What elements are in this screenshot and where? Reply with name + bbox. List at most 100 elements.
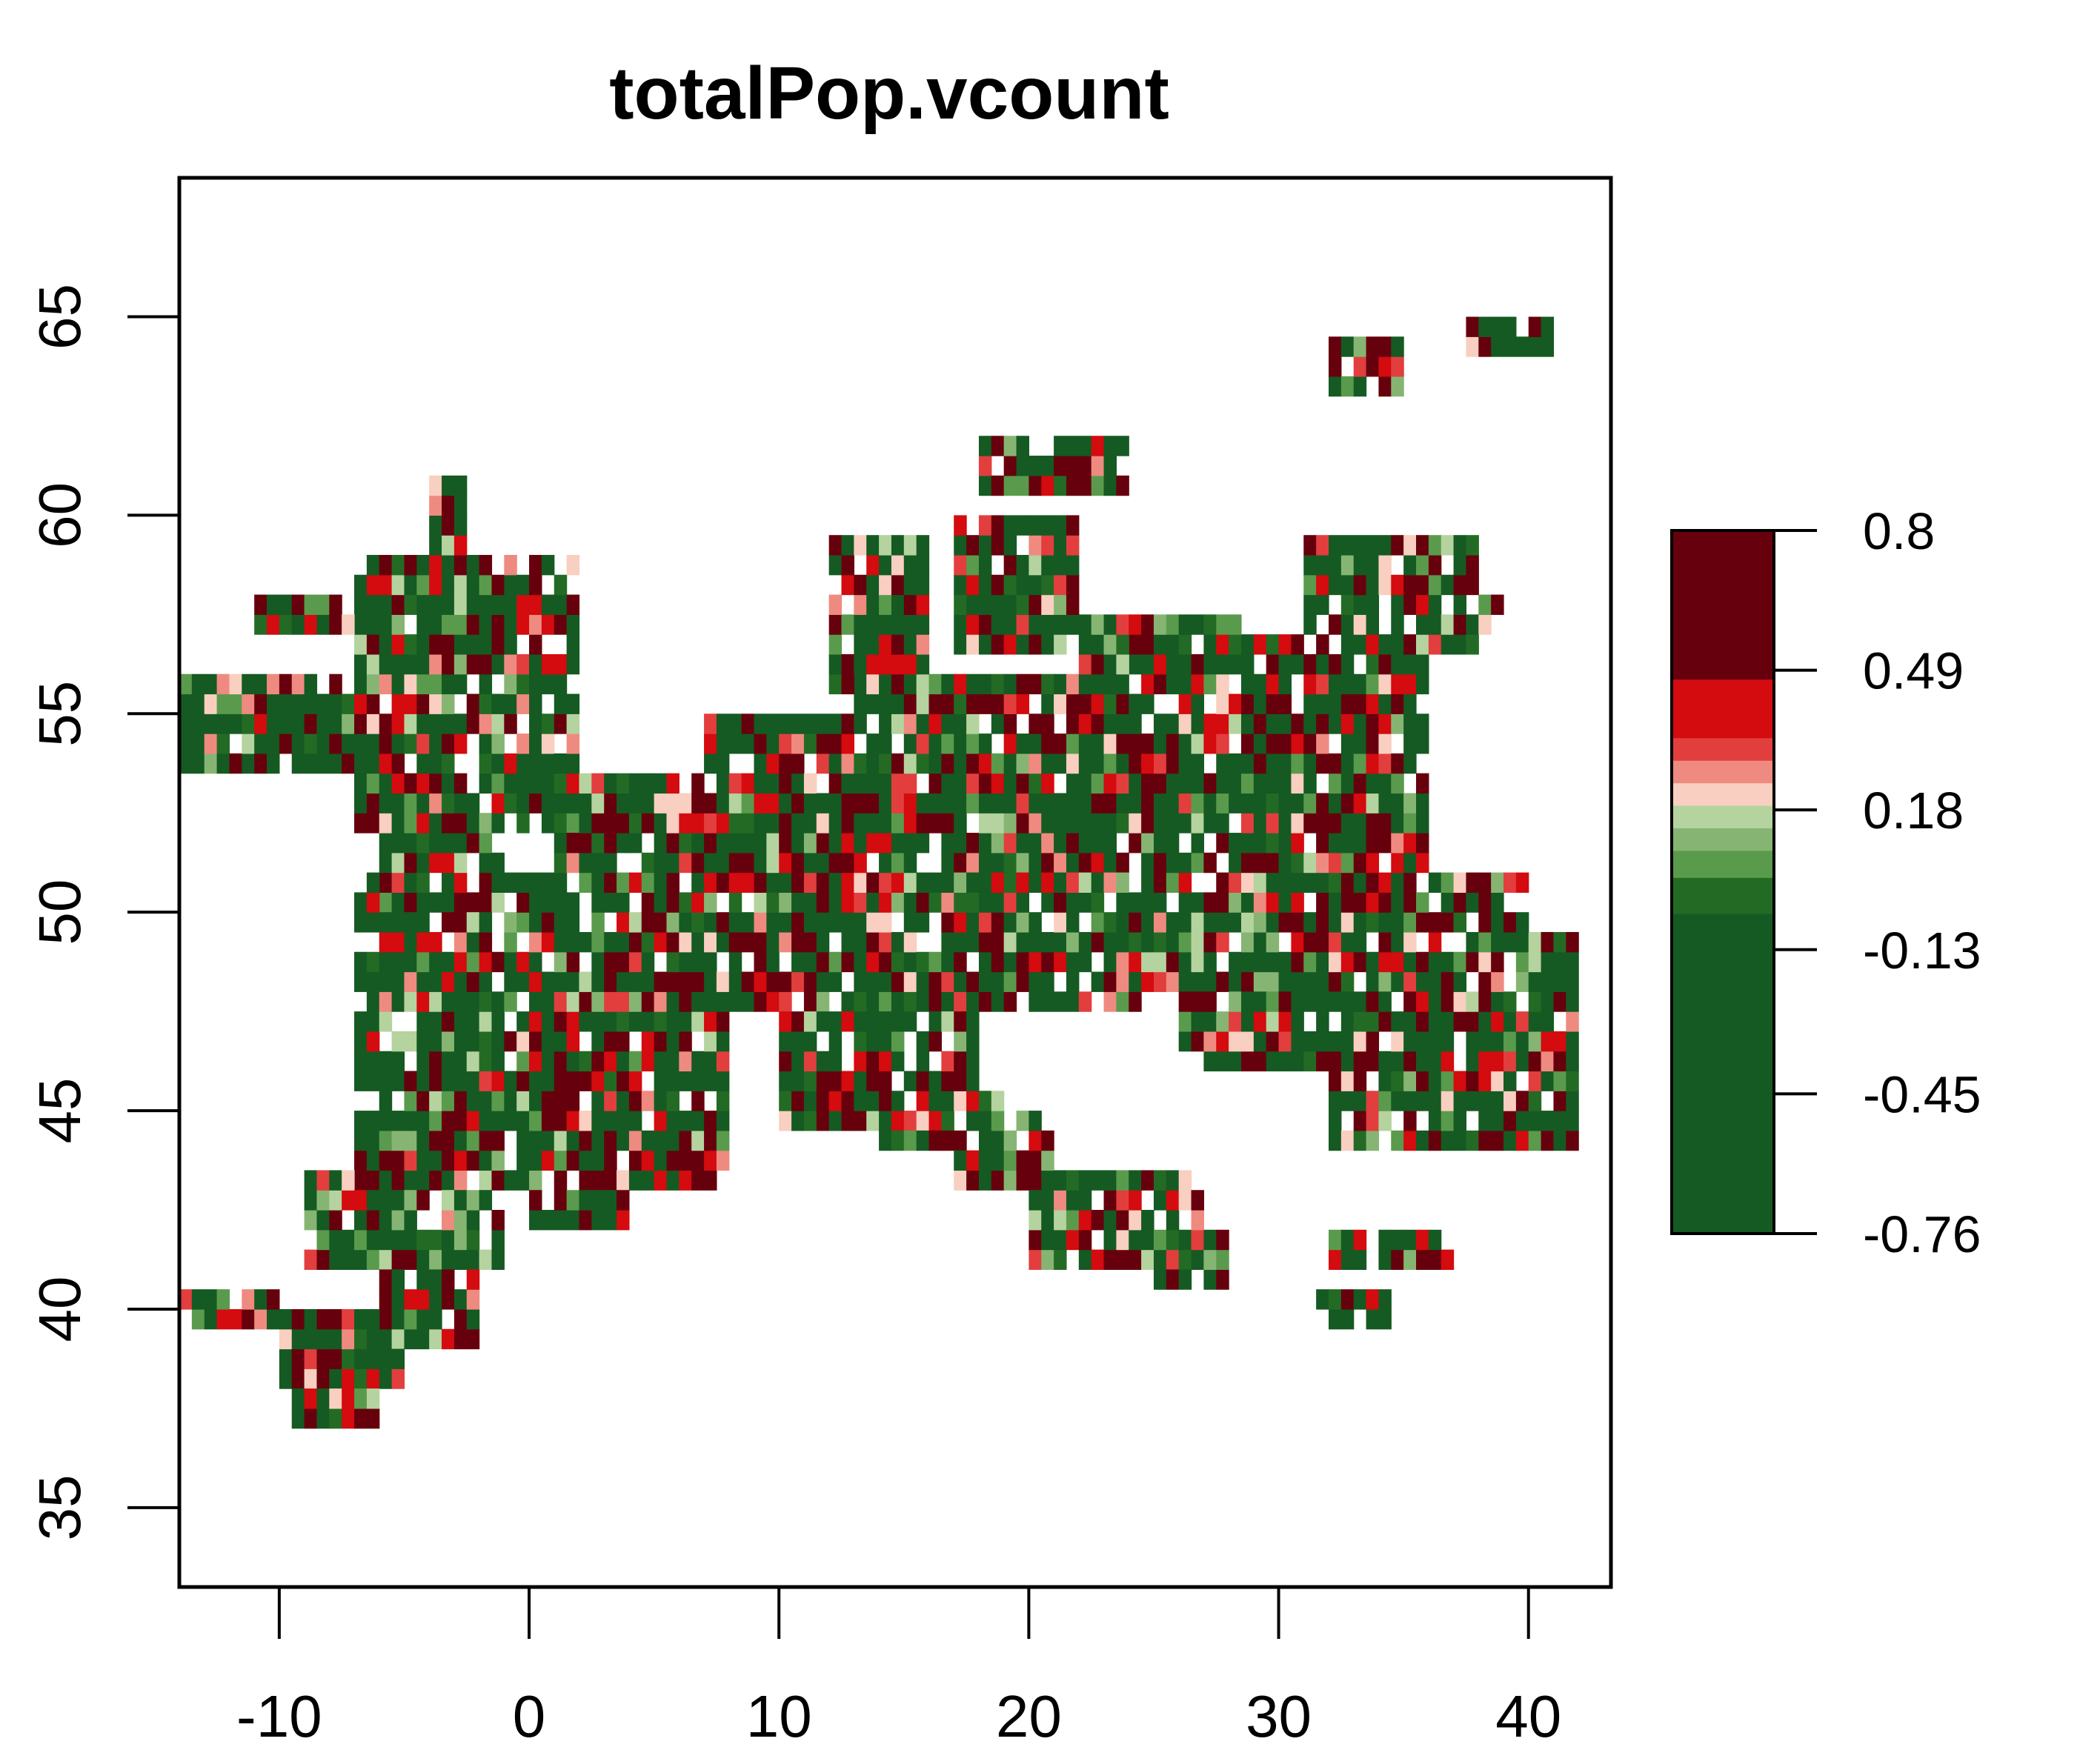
heatmap-cell: [604, 793, 617, 814]
heatmap-cell: [1416, 971, 1429, 992]
heatmap-cell: [379, 951, 393, 973]
heatmap-cell: [1403, 713, 1417, 734]
heatmap-cell: [1328, 653, 1342, 675]
heatmap-cell: [1541, 1071, 1555, 1091]
heatmap-cell: [991, 535, 1005, 556]
heatmap-cell: [404, 1249, 417, 1270]
heatmap-cell: [1054, 912, 1067, 933]
heatmap-cell: [1291, 931, 1304, 953]
heatmap-cell: [903, 594, 917, 615]
heatmap-cell: [1003, 456, 1017, 476]
heatmap-cell: [529, 614, 542, 635]
heatmap-cell: [1091, 475, 1105, 496]
heatmap-cell: [1016, 1111, 1029, 1131]
heatmap-cell: [1478, 1071, 1492, 1091]
heatmap-cell: [1541, 336, 1555, 357]
heatmap-cell: [966, 892, 980, 913]
heatmap-cell: [304, 693, 318, 714]
heatmap-cell: [716, 1071, 730, 1091]
heatmap-cell: [604, 1091, 617, 1111]
heatmap-cell: [828, 793, 843, 814]
heatmap-cell: [803, 733, 817, 754]
heatmap-cell: [1328, 912, 1342, 933]
heatmap-cell: [816, 1091, 830, 1111]
heatmap-cell: [1303, 693, 1317, 714]
heatmap-cell: [391, 673, 405, 695]
heatmap-cell: [391, 773, 405, 794]
heatmap-cell: [453, 931, 468, 953]
heatmap-cell: [704, 852, 717, 874]
heatmap-cell: [1240, 951, 1255, 973]
heatmap-cell: [1328, 951, 1342, 973]
heatmap-cell: [1328, 1289, 1342, 1310]
heatmap-cell: [1391, 793, 1404, 814]
heatmap-cell: [966, 1091, 980, 1111]
heatmap-cell: [391, 813, 405, 834]
heatmap-cell: [329, 693, 342, 714]
heatmap-cell: [1216, 733, 1229, 754]
heatmap-cell: [1253, 991, 1267, 1012]
heatmap-cell: [954, 614, 967, 635]
heatmap-cell: [954, 1051, 967, 1072]
heatmap-cell: [1216, 753, 1229, 774]
heatmap-cell: [1303, 852, 1317, 874]
heatmap-cell: [628, 1111, 642, 1131]
heatmap-cell: [628, 833, 642, 854]
heatmap-cell: [1353, 1011, 1367, 1032]
heatmap-cell: [691, 1170, 705, 1191]
heatmap-cell: [1291, 713, 1304, 734]
heatmap-cell: [854, 1091, 867, 1111]
heatmap-cell: [1378, 793, 1392, 814]
heatmap-cell: [1178, 1229, 1192, 1251]
heatmap-cell: [316, 1190, 330, 1211]
heatmap-cell: [1166, 912, 1180, 933]
heatmap-cell: [716, 991, 730, 1012]
heatmap-cell: [491, 1130, 505, 1151]
heatmap-cell: [1103, 733, 1117, 754]
heatmap-cell: [1515, 931, 1529, 953]
heatmap-cell: [1303, 574, 1317, 596]
heatmap-cell: [679, 931, 692, 953]
heatmap-cell: [1541, 1130, 1555, 1151]
heatmap-cell: [191, 1308, 205, 1330]
heatmap-cell: [866, 1051, 880, 1072]
heatmap-cell: [928, 793, 942, 814]
heatmap-cell: [966, 1170, 980, 1191]
heatmap-cell: [1054, 673, 1067, 695]
heatmap-cell: [991, 912, 1005, 933]
heatmap-cell: [479, 1051, 493, 1072]
heatmap-cell: [1240, 713, 1255, 734]
heatmap-cell: [654, 1130, 668, 1151]
heatmap-cell: [479, 1190, 493, 1211]
heatmap-cell: [604, 1031, 617, 1052]
heatmap-cell: [529, 1150, 542, 1171]
heatmap-cell: [453, 554, 468, 576]
heatmap-cell: [1041, 1249, 1054, 1270]
heatmap-cell: [1229, 1011, 1242, 1032]
heatmap-cell: [354, 1210, 368, 1231]
heatmap-cell: [1153, 793, 1167, 814]
heatmap-cell: [766, 892, 780, 913]
heatmap-cell: [342, 753, 355, 774]
heatmap-cell: [1016, 456, 1029, 476]
heatmap-cell: [453, 1328, 468, 1350]
heatmap-cell: [1403, 594, 1417, 615]
heatmap-cell: [828, 1111, 843, 1131]
heatmap-cell: [816, 1011, 830, 1032]
heatmap-cell: [954, 1130, 967, 1151]
heatmap-cell: [354, 1130, 368, 1151]
heatmap-cell: [803, 951, 817, 973]
heatmap-cell: [1328, 574, 1342, 596]
heatmap-cell: [954, 713, 967, 734]
heatmap-cell: [691, 912, 705, 933]
heatmap-cell: [1366, 813, 1380, 834]
heatmap-cell: [591, 1111, 605, 1131]
heatmap-cell: [704, 833, 717, 854]
heatmap-cell: [1328, 1031, 1342, 1052]
heatmap-cell: [191, 733, 205, 754]
heatmap-cell: [828, 733, 843, 754]
heatmap-cell: [504, 773, 517, 794]
heatmap-cell: [866, 653, 880, 675]
heatmap-cell: [916, 1091, 930, 1111]
heatmap-cell: [1229, 892, 1242, 913]
